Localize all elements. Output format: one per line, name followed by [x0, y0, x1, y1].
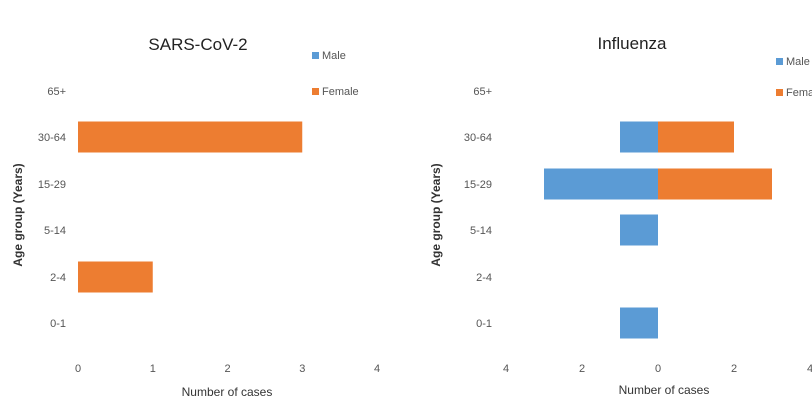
bar-male-5-14 — [620, 214, 658, 246]
y-ticks-influenza: 0-1 2-4 5-14 15-29 30-64 65+ — [464, 86, 492, 330]
bar-male-15-29 — [544, 168, 658, 200]
legend-influenza: Male Female — [776, 56, 812, 99]
x-tick-label: 3 — [299, 363, 305, 375]
x-tick-label: 2 — [731, 363, 737, 375]
bars-influenza — [544, 121, 772, 339]
legend-label-female: Female — [786, 87, 812, 99]
y-tick-label: 0-1 — [50, 318, 66, 330]
legend-swatch-male — [776, 58, 783, 65]
x-ticks-influenza: 4 2 0 2 4 — [503, 363, 812, 375]
legend-swatch-male — [312, 52, 319, 59]
y-tick-label: 15-29 — [38, 179, 66, 191]
y-tick-label: 2-4 — [476, 272, 492, 284]
x-tick-label: 2 — [224, 363, 230, 375]
y-axis-label-sars-cov-2: Age group (Years) — [11, 163, 25, 266]
x-tick-label: 4 — [374, 363, 380, 375]
legend-label-male: Male — [322, 50, 346, 62]
x-tick-label: 0 — [75, 363, 81, 375]
x-axis-label-influenza: Number of cases — [619, 383, 710, 397]
chart-title-sars-cov-2: SARS-CoV-2 — [148, 35, 247, 54]
y-tick-label: 30-64 — [38, 132, 66, 144]
y-tick-label: 30-64 — [464, 132, 492, 144]
y-tick-label: 15-29 — [464, 179, 492, 191]
legend-label-female: Female — [322, 86, 359, 98]
legend-sars-cov-2: Male Female — [312, 50, 359, 98]
y-tick-label: 65+ — [473, 86, 492, 98]
chart-title-influenza: Influenza — [598, 34, 668, 53]
x-tick-label: 1 — [150, 363, 156, 375]
y-tick-label: 65+ — [47, 86, 66, 98]
bar-male-0-1 — [620, 307, 658, 339]
bar-female-30-64 — [658, 121, 734, 153]
bar-female-30-64 — [78, 121, 303, 153]
x-tick-label: 4 — [807, 363, 812, 375]
y-tick-label: 5-14 — [44, 225, 66, 237]
x-tick-label: 0 — [655, 363, 661, 375]
bar-female-2-4 — [78, 261, 153, 293]
sars-cov-2-chart: SARS-CoV-2 Age group (Years) Number of c… — [11, 35, 380, 399]
influenza-chart: Influenza Age group (Years) Number of ca… — [429, 34, 812, 397]
legend-swatch-female — [776, 89, 783, 96]
y-tick-label: 0-1 — [476, 318, 492, 330]
x-tick-label: 2 — [579, 363, 585, 375]
legend-label-male: Male — [786, 56, 810, 68]
bar-female-15-29 — [658, 168, 772, 200]
y-axis-label-influenza: Age group (Years) — [429, 163, 443, 266]
y-tick-label: 5-14 — [470, 225, 492, 237]
x-axis-label-sars-cov-2: Number of cases — [182, 385, 273, 399]
bars-sars-cov-2 — [78, 121, 303, 293]
bar-male-30-64 — [620, 121, 658, 153]
y-tick-label: 2-4 — [50, 272, 66, 284]
x-ticks-sars-cov-2: 0 1 2 3 4 — [75, 363, 380, 375]
y-ticks-sars-cov-2: 0-1 2-4 5-14 15-29 30-64 65+ — [38, 86, 66, 330]
x-tick-label: 4 — [503, 363, 509, 375]
legend-swatch-female — [312, 88, 319, 95]
